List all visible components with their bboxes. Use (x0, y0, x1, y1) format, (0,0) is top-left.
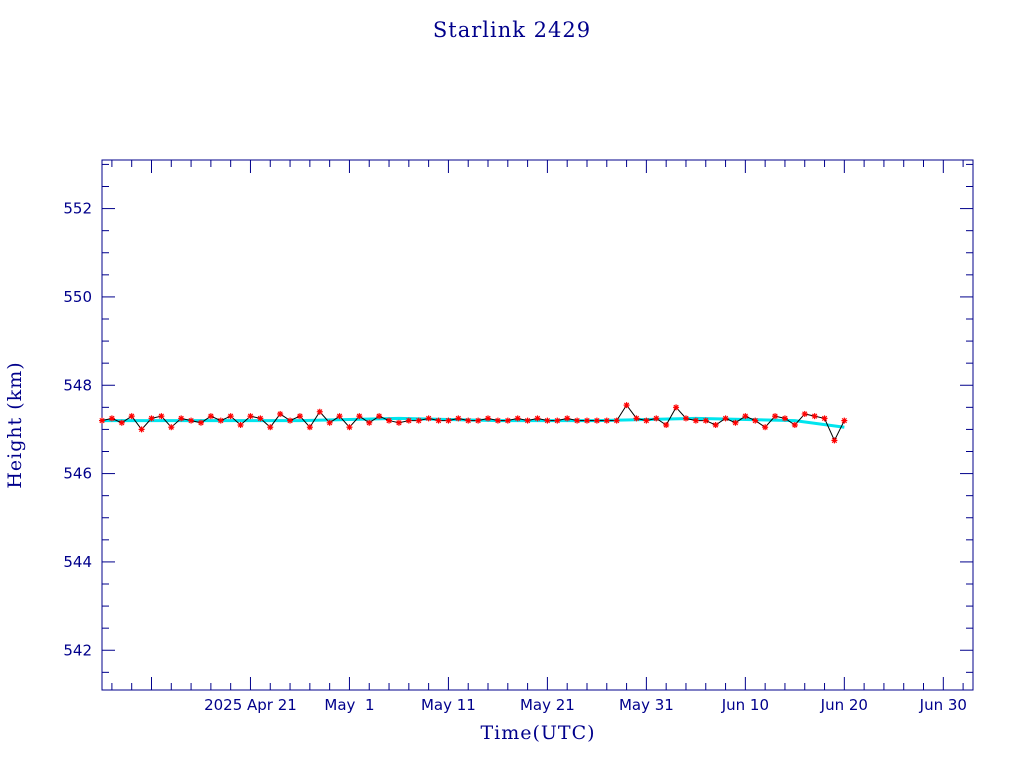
data-point (583, 417, 590, 424)
data-point (356, 413, 363, 420)
data-point (99, 417, 105, 424)
data-point (445, 417, 452, 424)
chart-title: Starlink 2429 (433, 18, 591, 42)
data-point (287, 417, 294, 424)
data-point (366, 419, 373, 426)
data-point (237, 422, 244, 428)
data-point (188, 417, 195, 424)
data-point (475, 417, 482, 424)
data-point (772, 413, 779, 420)
y-tick-label: 550 (63, 288, 92, 306)
data-point (138, 426, 145, 433)
data-point (633, 415, 640, 422)
data-point (574, 417, 581, 424)
data-point (386, 417, 393, 424)
data-point (821, 415, 828, 422)
data-point (306, 424, 313, 431)
data-point (485, 415, 492, 422)
data-point (682, 415, 689, 422)
data-point (722, 415, 729, 422)
data-point (593, 417, 600, 424)
data-point (831, 437, 838, 444)
data-point (603, 417, 610, 424)
data-point (207, 413, 214, 420)
data-point (712, 422, 719, 428)
data-point (673, 404, 680, 411)
data-point (841, 417, 848, 424)
data-point (504, 417, 511, 424)
x-tick-label: Jun 10 (721, 696, 769, 714)
data-point (316, 408, 323, 415)
data-point (534, 415, 541, 422)
data-point (277, 410, 284, 417)
data-point (217, 417, 224, 424)
data-point (692, 417, 699, 424)
data-point (435, 417, 442, 424)
y-axis-label: Height (km) (4, 361, 26, 488)
x-tick-label: May 1 (324, 696, 374, 714)
data-point (425, 415, 432, 422)
data-point (118, 419, 125, 426)
data-point (524, 417, 531, 424)
data-point (752, 417, 759, 424)
data-point (732, 419, 739, 426)
data-point (148, 415, 155, 422)
data-point (494, 417, 501, 424)
y-tick-label: 542 (63, 641, 92, 659)
data-point-layer (99, 402, 848, 444)
data-point (326, 419, 333, 426)
data-point (296, 413, 303, 420)
data-point (811, 413, 818, 420)
data-point (514, 415, 521, 422)
data-point (801, 410, 808, 417)
data-point (336, 413, 343, 420)
data-point (623, 402, 630, 409)
data-point (415, 417, 422, 424)
series-line-layer (101, 404, 845, 442)
data-point (702, 417, 709, 424)
y-tick-label: 546 (63, 465, 92, 483)
data-point (178, 415, 185, 422)
data-point (554, 417, 561, 424)
axis-ticks: 542 544 546 548 550 552 2025 Apr 21 May 1 May 11… (63, 160, 973, 714)
x-tick-label: May 21 (520, 696, 575, 714)
data-point (742, 413, 749, 420)
data-point (613, 417, 620, 424)
data-point (267, 424, 274, 431)
x-tick-label: May 31 (619, 696, 674, 714)
data-point (791, 422, 798, 428)
data-point (158, 413, 165, 420)
data-point (247, 413, 254, 420)
data-point (653, 415, 660, 422)
data-point (663, 422, 670, 428)
y-tick-label: 544 (63, 553, 92, 571)
data-point (643, 417, 650, 424)
x-tick-label: 2025 Apr 21 (204, 696, 297, 714)
data-point (544, 417, 551, 424)
data-point (257, 415, 264, 422)
data-point (346, 424, 353, 431)
x-tick-label: Jun 20 (820, 696, 868, 714)
data-point (781, 415, 788, 422)
x-tick-label: Jun 30 (919, 696, 967, 714)
height-series-line (101, 404, 845, 442)
data-point (376, 413, 383, 420)
y-tick-label: 552 (63, 200, 92, 218)
data-point (762, 424, 769, 431)
data-point (564, 415, 571, 422)
data-point (455, 415, 462, 422)
data-point (227, 413, 234, 420)
data-point (128, 413, 135, 420)
data-point (465, 417, 472, 424)
y-tick-label: 548 (63, 376, 92, 394)
data-point (405, 417, 412, 424)
data-point (168, 424, 175, 431)
plot-frame (101, 159, 974, 691)
data-point (108, 415, 115, 422)
data-point (197, 419, 204, 426)
x-axis-label: Time(UTC) (480, 722, 595, 744)
data-point (395, 419, 402, 426)
x-tick-label: May 11 (421, 696, 476, 714)
